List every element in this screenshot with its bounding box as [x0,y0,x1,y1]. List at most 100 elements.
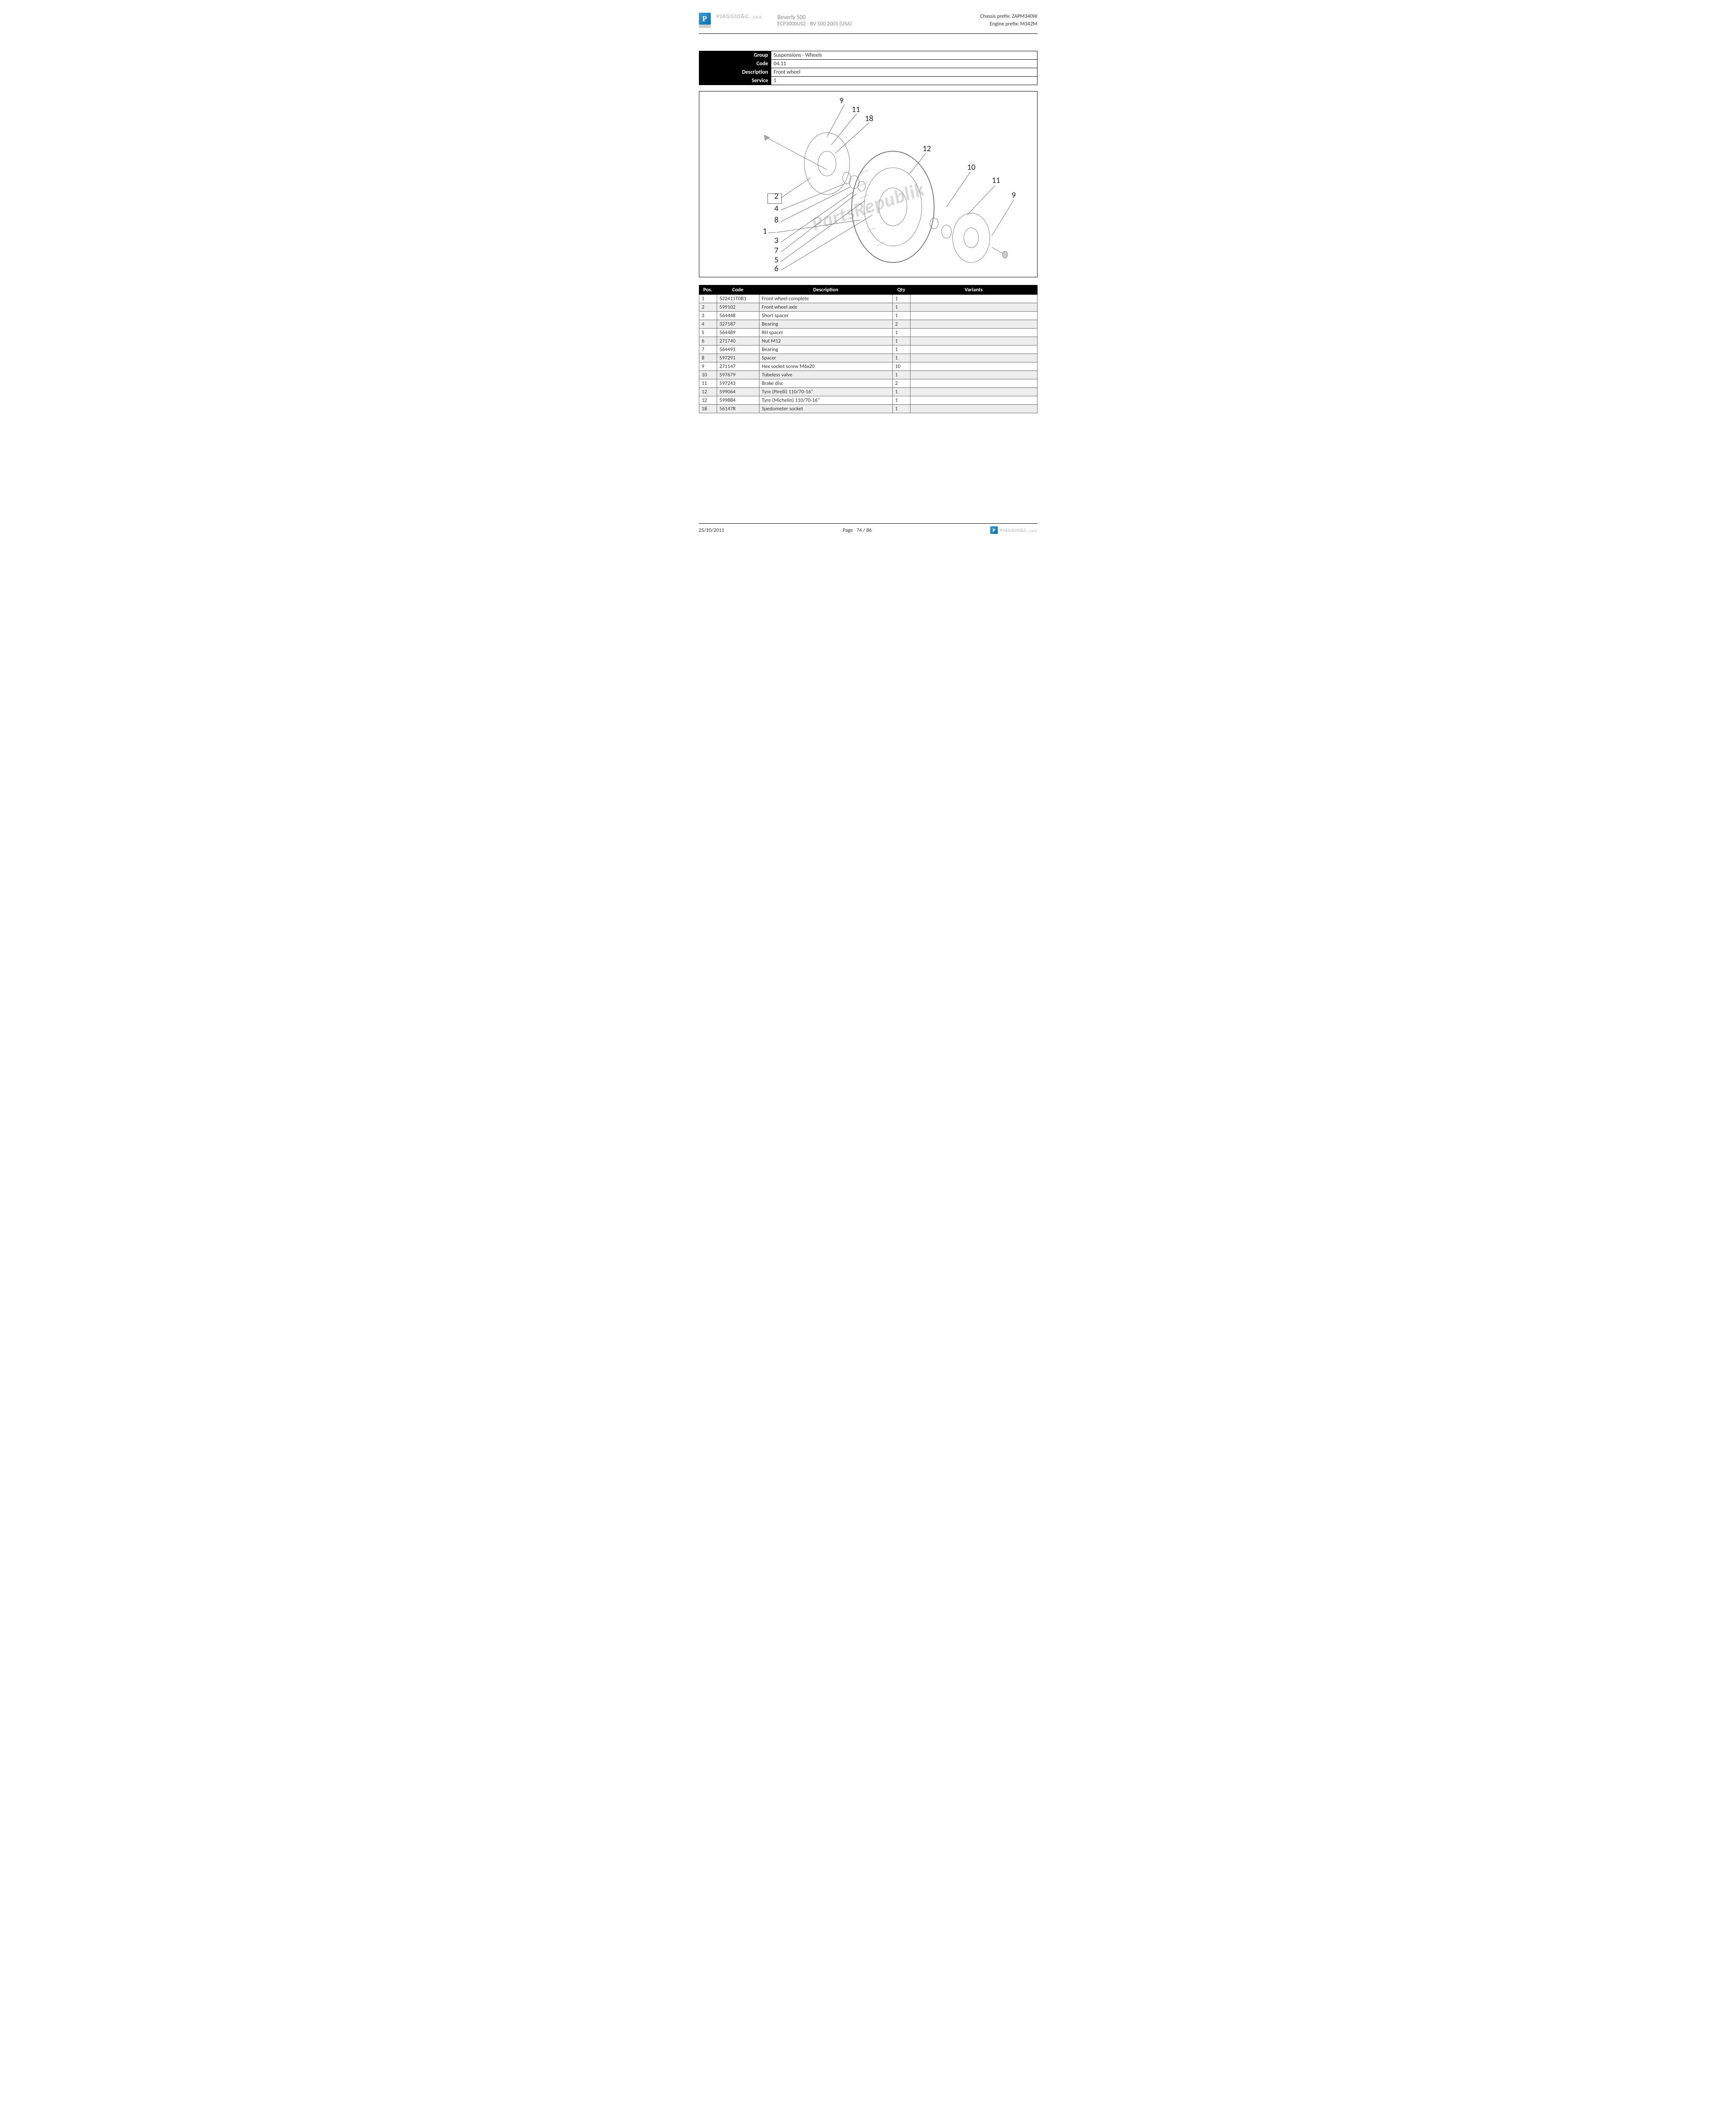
cell-code: 597291 [717,354,759,362]
info-value-service: 1 [771,77,1037,85]
cell-code: 56147R [717,405,759,413]
footer-page: Page 74 / 86 [843,527,872,533]
cell-pos: 2 [699,303,717,312]
cell-var [910,345,1037,354]
table-row: 2599102Front wheel axle1 [699,303,1037,312]
piaggio-logo-icon: P [699,13,711,25]
diagram-callout-6: 6 [774,263,778,274]
cell-desc: Bearing [759,345,892,354]
cell-desc: Tyre (Michelin) 110/70-16" [759,396,892,405]
cell-desc: Bearing [759,320,892,329]
cell-desc: Spedometer socket [759,405,892,413]
footer-page-sep: / [863,527,865,533]
diagram-leader-line [781,187,850,222]
diagram-leader-line [831,114,856,145]
cell-pos: 18 [699,405,717,413]
cell-pos: 8 [699,354,717,362]
info-value-group: Suspensions - Wheels [771,51,1037,60]
cell-var [910,371,1037,379]
page-footer: 25/10/2011 Page 74 / 86 P PIAGGIO&C. s.p… [699,523,1038,534]
cell-pos: 10 [699,371,717,379]
cell-pos: 4 [699,320,717,329]
cell-pos: 12 [699,396,717,405]
cell-var [910,405,1037,413]
info-row-code: Code 04.11 [699,60,1037,68]
footer-brand-main: PIAGGIO [1000,528,1020,533]
cell-var [910,379,1037,388]
footer-brand-amp: &C. [1020,528,1029,533]
diagram-callout-9: 9 [1011,190,1016,200]
cell-desc: Short spacer [759,312,892,320]
table-row: 5564489RH spacer1 [699,329,1037,337]
diagram-callout-11: 11 [852,105,860,115]
info-value-code: 04.11 [771,60,1037,68]
info-label-desc: Description [699,68,771,77]
cell-pos: 1 [699,295,717,303]
cell-var [910,337,1037,345]
cell-pos: 5 [699,329,717,337]
diagram-callout-4: 4 [774,203,778,213]
cell-var [910,362,1037,371]
info-row-desc: Description Front wheel [699,68,1037,77]
cell-desc: Spacer [759,354,892,362]
table-row: 8597291Spacer1 [699,354,1037,362]
model-title: Beverly 500 [778,14,852,21]
cell-qty: 1 [892,345,910,354]
cell-code: 271740 [717,337,759,345]
info-label-group: Group [699,51,771,60]
table-row: 7564491Bearing1 [699,345,1037,354]
footer-brand: P PIAGGIO&C. s.p.a. [990,526,1038,534]
diagram-callout-7: 7 [774,246,778,256]
cell-qty: 2 [892,320,910,329]
info-value-desc: Front wheel [771,68,1037,77]
info-table: Group Suspensions - Wheels Code 04.11 De… [699,51,1038,85]
header-right: Chassis prefix: ZAPM340W Engine prefix: … [980,13,1038,28]
diagram-leader-line [946,172,970,207]
diagram-leader-line [768,232,776,233]
diagram-svg: 91118121011924813756 [699,91,1037,277]
cell-code: 597243 [717,379,759,388]
cell-qty: 1 [892,303,910,312]
table-row: 11597243Brake disc2 [699,379,1037,388]
cell-desc: Front wheel complete [759,295,892,303]
chassis-label: Chassis prefix: [980,13,1011,19]
cell-qty: 1 [892,312,910,320]
th-code: Code [717,285,759,295]
table-row: 6271740Nut M121 [699,337,1037,345]
chassis-line: Chassis prefix: ZAPM340W [980,13,1038,20]
cell-qty: 10 [892,362,910,371]
diagram-leader-line [781,193,856,252]
header-left: P PIAGGIO&C. s.p.a. Beverly 500 ECP3000U… [699,13,852,27]
cell-desc: Tyre (Pirelli) 110/70-16" [759,388,892,396]
cell-qty: 1 [892,295,910,303]
diagram-leader-line [776,220,860,232]
diagram-callout-3: 3 [774,235,778,246]
cell-desc: Hex socket screw M6x20 [759,362,892,371]
diagram-callout-10: 10 [967,162,975,172]
cell-desc: Brake disc [759,379,892,388]
info-row-service: Service 1 [699,77,1037,85]
chassis-value: ZAPM340W [1012,13,1037,19]
cell-var [910,396,1037,405]
info-label-code: Code [699,60,771,68]
brand-text: PIAGGIO&C. s.p.a. [717,13,762,20]
table-row: 4327187Bearing2 [699,320,1037,329]
cell-pos: 3 [699,312,717,320]
diagram-leader-line [781,184,843,210]
cell-desc: Front wheel axle [759,303,892,312]
th-var: Variants [910,285,1037,295]
cell-var [910,312,1037,320]
diagram-leader-line [781,215,872,270]
diagram-callout-12: 12 [922,144,931,154]
brand-and-model: PIAGGIO&C. s.p.a. [717,13,762,20]
diagram-callout-1: 1 [762,226,767,236]
piaggio-logo-small-icon: P [990,526,998,534]
parts-table-body: 1522411T0B1Front wheel complete12599102F… [699,295,1037,413]
cell-pos: 9 [699,362,717,371]
th-qty: Qty [892,285,910,295]
cell-var [910,354,1037,362]
engine-value: M342M [1020,21,1037,27]
diagram-leader-line [835,123,869,153]
cell-var [910,329,1037,337]
footer-date: 25/10/2011 [699,527,724,533]
